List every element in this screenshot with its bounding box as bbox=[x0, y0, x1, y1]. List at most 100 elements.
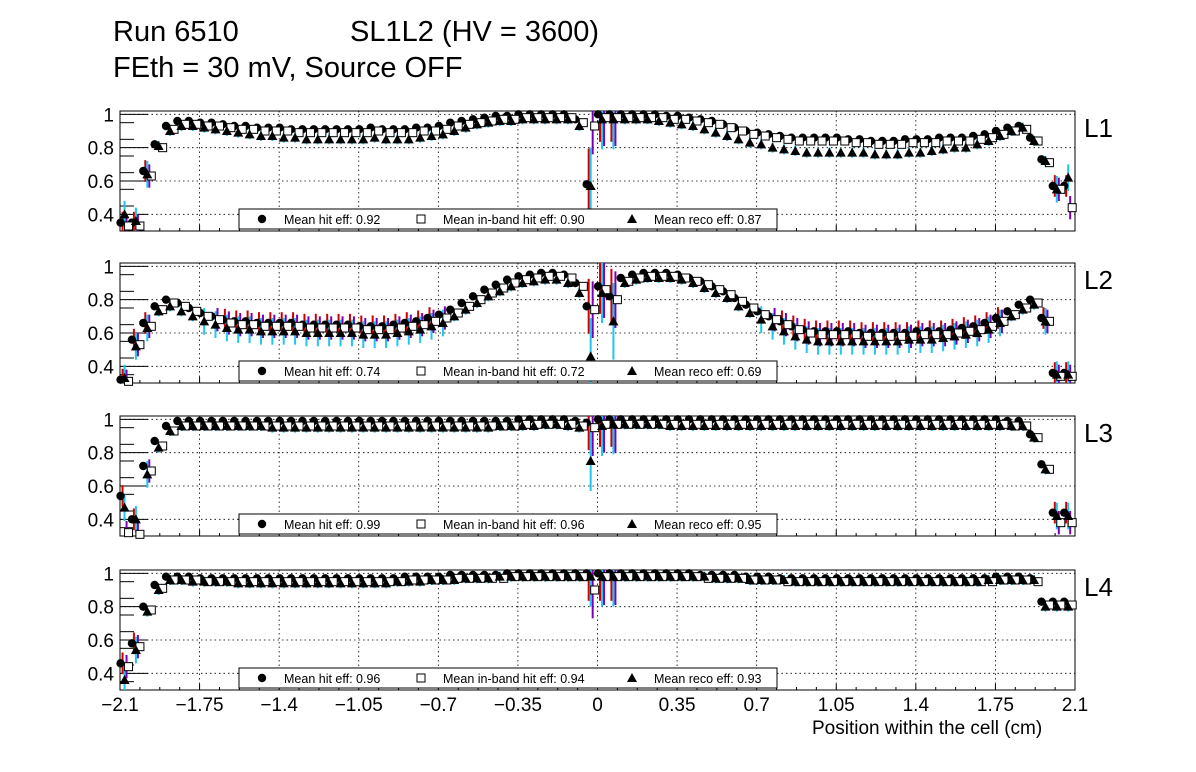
reco-eff-point bbox=[688, 121, 698, 130]
inband-eff-point bbox=[362, 128, 372, 138]
panel-l2: 0.4 0.6 0.8 1 Mean hit eff: 0.74 Mean in-band… bbox=[88, 257, 1113, 386]
reco-eff-point bbox=[858, 336, 869, 346]
panel-label: L4 bbox=[1084, 572, 1113, 602]
reco-eff-point bbox=[290, 132, 301, 142]
reco-eff-point bbox=[119, 373, 130, 382]
reco-eff-point bbox=[1006, 126, 1017, 135]
inband-eff-point bbox=[612, 295, 622, 305]
reco-eff-point bbox=[790, 576, 801, 586]
reco-eff-point bbox=[915, 334, 926, 344]
reco-eff-point bbox=[165, 301, 176, 311]
reco-eff-point bbox=[506, 281, 517, 291]
inband-eff-point bbox=[590, 121, 600, 131]
reco-eff-point bbox=[653, 419, 664, 429]
x-tick-labels: −2.1 −1.75 −1.4 −1.05 −0.7 −0.35 0 0.35 0.7 1.05 1… bbox=[101, 695, 1088, 716]
hit-eff-point bbox=[446, 118, 455, 127]
y-tick-label: 0.6 bbox=[88, 477, 114, 498]
reco-eff-point bbox=[506, 421, 517, 430]
y-tick-label: 0.6 bbox=[88, 172, 114, 193]
inband-eff-point bbox=[590, 585, 600, 595]
inband-eff-point bbox=[124, 528, 134, 538]
legend-reco-eff: Mean reco eff: 0.93 bbox=[654, 672, 762, 686]
hit-eff-point bbox=[139, 602, 148, 611]
reco-eff-point bbox=[346, 134, 357, 144]
reco-eff-point bbox=[983, 136, 994, 145]
hit-eff-point bbox=[150, 302, 159, 311]
reco-eff-point bbox=[130, 514, 141, 524]
reco-eff-point bbox=[858, 421, 869, 430]
reco-eff-point bbox=[301, 422, 312, 432]
inband-eff-point bbox=[851, 330, 861, 340]
reco-eff-point bbox=[676, 274, 687, 284]
reco-eff-point bbox=[778, 421, 789, 430]
reco-eff-point bbox=[892, 336, 903, 346]
inband-eff-point bbox=[340, 128, 350, 138]
reco-eff-point bbox=[517, 571, 528, 581]
inband-eff-point bbox=[416, 366, 426, 376]
hit-eff-point bbox=[502, 275, 512, 284]
reco-eff-point bbox=[517, 114, 528, 124]
inband-eff-point bbox=[953, 136, 963, 146]
y-tick-label: 0.4 bbox=[88, 510, 115, 531]
reco-eff-point bbox=[790, 146, 801, 155]
reco-eff-point bbox=[665, 571, 676, 581]
reco-eff-point bbox=[824, 421, 835, 430]
reco-eff-point bbox=[290, 326, 301, 336]
reco-eff-point bbox=[1051, 184, 1062, 194]
reco-eff-point bbox=[733, 573, 744, 583]
hit-eff-point bbox=[446, 305, 455, 314]
reco-eff-point bbox=[904, 421, 915, 430]
reco-eff-point bbox=[437, 129, 448, 139]
reco-eff-point bbox=[540, 419, 551, 429]
reco-eff-point bbox=[710, 573, 721, 583]
reco-eff-point bbox=[835, 576, 846, 586]
y-tick-label: 0.8 bbox=[88, 444, 114, 465]
hit-eff-point bbox=[616, 273, 625, 283]
reco-eff-point bbox=[346, 328, 357, 337]
reco-eff-point bbox=[949, 421, 960, 430]
reco-eff-point bbox=[471, 298, 482, 307]
reco-eff-point bbox=[301, 328, 312, 337]
reco-eff-point bbox=[119, 209, 130, 219]
y-tick-label: 0.4 bbox=[88, 664, 115, 685]
reco-eff-point bbox=[460, 122, 471, 132]
hit-eff-point bbox=[150, 580, 159, 590]
reco-eff-point bbox=[972, 576, 983, 586]
hit-eff-point bbox=[582, 302, 591, 311]
legend-hit-eff: Mean hit eff: 0.74 bbox=[284, 365, 380, 379]
reco-eff-point bbox=[426, 131, 437, 140]
reco-eff-point bbox=[153, 442, 164, 452]
reco-eff-point bbox=[255, 421, 266, 430]
x-axis-title: Position within the cell (cm) bbox=[812, 718, 1043, 739]
inband-eff-point bbox=[374, 126, 384, 136]
hit-eff-point bbox=[991, 126, 1001, 136]
inband-eff-point bbox=[851, 138, 861, 148]
reco-eff-point bbox=[176, 421, 187, 430]
hit-eff-point bbox=[257, 214, 267, 224]
reco-eff-point bbox=[517, 421, 528, 430]
hit-eff-point bbox=[1003, 307, 1012, 316]
reco-eff-point bbox=[938, 576, 949, 586]
reco-eff-point bbox=[130, 341, 141, 351]
reco-eff-point bbox=[176, 306, 187, 316]
reco-eff-point bbox=[324, 578, 335, 588]
reco-eff-point bbox=[994, 131, 1005, 140]
reco-eff-point bbox=[835, 421, 846, 430]
legend-inband-eff: Mean in-band hit eff: 0.90 bbox=[443, 213, 585, 227]
reco-eff-point bbox=[1063, 369, 1074, 379]
hit-eff-point bbox=[1014, 300, 1023, 309]
reco-eff-point bbox=[1017, 122, 1028, 132]
inband-eff-point bbox=[772, 315, 782, 325]
reco-eff-point bbox=[426, 575, 437, 584]
legend: Mean hit eff: 0.92 Mean in-band hit eff: … bbox=[238, 208, 778, 230]
x-tick-label: 0 bbox=[592, 695, 603, 716]
inband-eff-point bbox=[726, 123, 736, 133]
reco-eff-point bbox=[824, 336, 835, 346]
inband-eff-point bbox=[828, 136, 838, 146]
reco-eff-point bbox=[290, 578, 301, 588]
legend-box bbox=[238, 667, 778, 689]
reco-eff-point bbox=[631, 571, 642, 581]
reco-eff-point bbox=[835, 147, 846, 157]
reco-eff-point bbox=[722, 573, 733, 583]
reco-eff-point bbox=[381, 329, 392, 339]
